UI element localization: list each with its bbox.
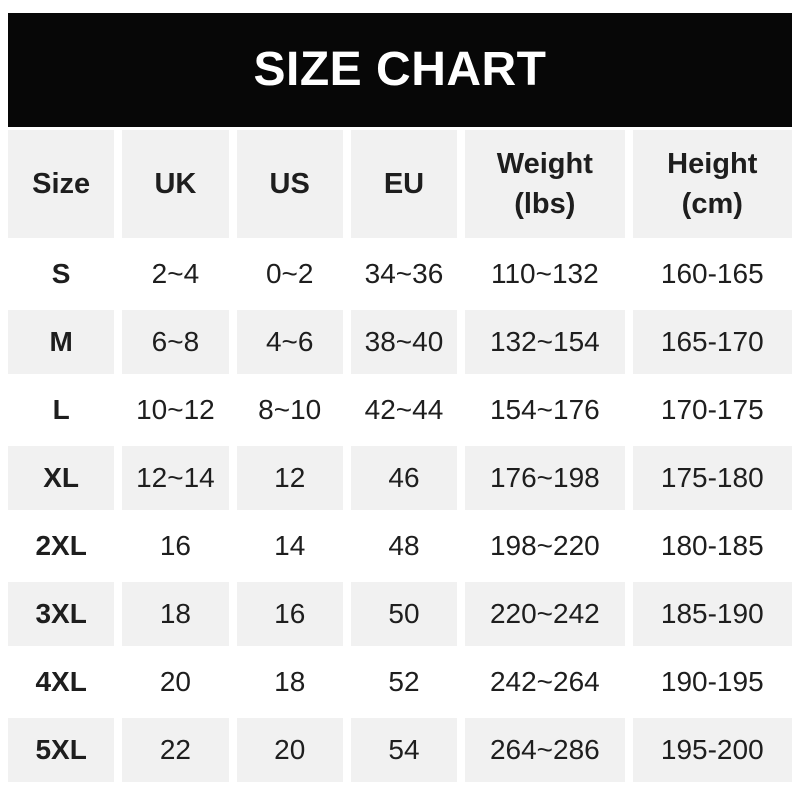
cell-us-2xl: 14 <box>236 514 343 578</box>
cell-eu-m: 38~40 <box>350 310 458 374</box>
table-row-4xl: 4XL 20 18 52 242~264 190-195 <box>8 650 792 714</box>
cell-weight-2xl: 198~220 <box>465 514 625 578</box>
cell-size-l: L <box>8 378 115 442</box>
cell-us-xl: 12 <box>236 446 343 510</box>
cell-weight-xl: 176~198 <box>465 446 625 510</box>
cell-uk-s: 2~4 <box>122 242 229 306</box>
column-header-line: US <box>269 167 310 200</box>
cell-height-4xl: 190-195 <box>632 650 792 714</box>
column-header-eu: EU <box>350 130 458 238</box>
column-header-line: (lbs) <box>514 188 576 220</box>
cell-uk-xl: 12~14 <box>122 446 229 510</box>
table-header: Size UK US EU Weight (lbs) Height (cm) <box>8 130 792 238</box>
table-body: S 2~4 0~2 34~36 110~132 160-165 M 6~8 4~6 38~40 13… <box>8 242 792 782</box>
cell-weight-3xl: 220~242 <box>465 582 625 646</box>
cell-uk-l: 10~12 <box>122 378 229 442</box>
cell-us-3xl: 16 <box>236 582 343 646</box>
cell-weight-m: 132~154 <box>465 310 625 374</box>
column-header-line: (cm) <box>681 188 743 220</box>
column-header-line: Size <box>32 167 91 200</box>
column-header-uk: UK <box>122 130 229 238</box>
cell-us-5xl: 20 <box>236 718 343 782</box>
cell-eu-5xl: 54 <box>350 718 458 782</box>
cell-eu-4xl: 52 <box>350 650 458 714</box>
column-header-line: Height <box>667 147 758 180</box>
cell-eu-3xl: 50 <box>350 582 458 646</box>
cell-height-m: 165-170 <box>632 310 792 374</box>
cell-uk-5xl: 22 <box>122 718 229 782</box>
cell-size-xl: XL <box>8 446 115 510</box>
column-header-line: EU <box>383 167 425 200</box>
column-header-line: UK <box>154 167 197 200</box>
cell-eu-l: 42~44 <box>350 378 458 442</box>
cell-size-4xl: 4XL <box>8 650 115 714</box>
cell-height-2xl: 180-185 <box>632 514 792 578</box>
cell-weight-s: 110~132 <box>465 242 625 306</box>
cell-eu-2xl: 48 <box>350 514 458 578</box>
column-header-us: US <box>236 130 343 238</box>
cell-size-3xl: 3XL <box>8 582 115 646</box>
cell-weight-5xl: 264~286 <box>465 718 625 782</box>
table-row-3xl: 3XL 18 16 50 220~242 185-190 <box>8 582 792 646</box>
cell-size-s: S <box>8 242 115 306</box>
cell-height-s: 160-165 <box>632 242 792 306</box>
cell-eu-s: 34~36 <box>350 242 458 306</box>
cell-us-m: 4~6 <box>236 310 343 374</box>
cell-uk-2xl: 16 <box>122 514 229 578</box>
cell-eu-xl: 46 <box>350 446 458 510</box>
column-header-size: Size <box>8 130 115 238</box>
header-row: Size UK US EU Weight (lbs) Height (cm) <box>8 130 792 238</box>
column-header-height: Height (cm) <box>632 130 792 238</box>
cell-uk-3xl: 18 <box>122 582 229 646</box>
cell-height-l: 170-175 <box>632 378 792 442</box>
cell-height-xl: 175-180 <box>632 446 792 510</box>
table-row-s: S 2~4 0~2 34~36 110~132 160-165 <box>8 242 792 306</box>
table-row-xl: XL 12~14 12 46 176~198 175-180 <box>8 446 792 510</box>
size-chart-banner: SIZE CHART <box>8 13 792 127</box>
cell-size-m: M <box>8 310 115 374</box>
column-header-line: Weight <box>496 147 593 180</box>
cell-size-5xl: 5XL <box>8 718 115 782</box>
size-chart-table: Size UK US EU Weight (lbs) Height (cm) S 2~4 0~2 3… <box>0 126 800 786</box>
cell-height-5xl: 195-200 <box>632 718 792 782</box>
table-row-l: L 10~12 8~10 42~44 154~176 170-175 <box>8 378 792 442</box>
cell-us-l: 8~10 <box>236 378 343 442</box>
table-row-2xl: 2XL 16 14 48 198~220 180-185 <box>8 514 792 578</box>
table-row-m: M 6~8 4~6 38~40 132~154 165-170 <box>8 310 792 374</box>
cell-us-4xl: 18 <box>236 650 343 714</box>
cell-us-s: 0~2 <box>236 242 343 306</box>
cell-weight-4xl: 242~264 <box>465 650 625 714</box>
column-header-weight: Weight (lbs) <box>465 130 625 238</box>
cell-uk-4xl: 20 <box>122 650 229 714</box>
cell-height-3xl: 185-190 <box>632 582 792 646</box>
table-row-5xl: 5XL 22 20 54 264~286 195-200 <box>8 718 792 782</box>
cell-size-2xl: 2XL <box>8 514 115 578</box>
cell-weight-l: 154~176 <box>465 378 625 442</box>
page-title: SIZE CHART <box>253 43 547 96</box>
cell-uk-m: 6~8 <box>122 310 229 374</box>
